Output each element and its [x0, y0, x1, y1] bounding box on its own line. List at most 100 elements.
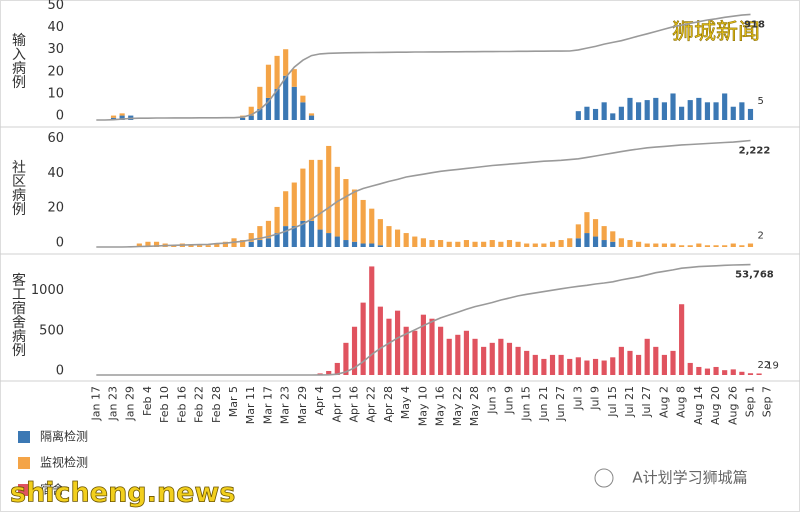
bar — [618, 238, 624, 247]
x-tick-label: Jun 3 — [485, 386, 498, 415]
bar — [412, 236, 418, 247]
bar — [713, 245, 719, 247]
bar — [265, 238, 272, 247]
bar — [463, 240, 470, 247]
y-tick-label: 500 — [39, 323, 64, 338]
x-tick-label: Jun 27 — [554, 386, 567, 422]
x-tick-label: Jan 29 — [124, 386, 137, 421]
bar — [326, 233, 332, 247]
bar — [747, 108, 754, 120]
bar — [394, 310, 401, 375]
x-tick-label: May 4 — [399, 386, 412, 419]
bar — [592, 358, 599, 375]
bar — [644, 338, 650, 375]
bar — [308, 159, 315, 221]
bar — [696, 97, 702, 120]
x-tick-label: May 10 — [416, 386, 429, 426]
bar — [153, 241, 160, 247]
bar — [110, 115, 117, 118]
bar — [300, 102, 306, 120]
x-tick-label: Jan 17 — [89, 386, 102, 421]
value-label: 22 — [757, 360, 770, 371]
bar — [455, 334, 461, 375]
x-tick-label: Jul 21 — [623, 386, 636, 418]
bar — [265, 220, 272, 239]
y-tick-label: 40 — [47, 166, 64, 181]
bar — [420, 238, 426, 247]
bar — [739, 102, 745, 120]
y-tick-label: 60 — [47, 131, 64, 146]
bar — [145, 241, 151, 247]
x-tick-label: Apr 22 — [365, 386, 378, 423]
bar — [575, 357, 581, 375]
bar — [584, 360, 590, 375]
x-tick-label: Apr 16 — [348, 386, 361, 423]
bar — [360, 302, 366, 375]
bar — [265, 64, 272, 98]
bar — [429, 240, 435, 247]
bar — [274, 89, 280, 120]
bar — [498, 338, 504, 375]
bar — [257, 108, 263, 120]
bar — [343, 179, 349, 241]
y-axis-title: 客工宿舍病例 — [10, 272, 26, 358]
bar — [653, 346, 659, 375]
bar — [549, 354, 556, 375]
bar — [403, 326, 409, 375]
cumulative-line — [96, 263, 751, 376]
bar — [377, 219, 383, 246]
bar — [722, 93, 728, 120]
cumulative-line — [96, 13, 751, 121]
y-tick-label: 40 — [47, 20, 64, 35]
bar — [188, 245, 194, 247]
value-label: 2 — [757, 231, 763, 242]
bar — [197, 245, 203, 247]
bar — [601, 226, 607, 241]
x-tick-label: Jul 27 — [640, 386, 653, 418]
bar — [549, 241, 556, 247]
bar — [584, 106, 590, 120]
bar — [205, 245, 211, 247]
bar — [429, 318, 435, 375]
value-label: 5 — [757, 96, 763, 107]
bar — [704, 102, 711, 120]
bar — [636, 241, 642, 247]
bar — [360, 243, 366, 247]
bar — [653, 243, 659, 247]
y-tick-label: 0 — [56, 109, 64, 124]
bar — [515, 241, 521, 247]
bar — [283, 49, 289, 76]
bar — [265, 97, 272, 120]
x-tick-label: Feb 28 — [210, 386, 223, 423]
bar — [696, 366, 702, 375]
bar — [661, 243, 667, 247]
y-tick-label: 0 — [56, 364, 64, 379]
bar — [343, 240, 349, 247]
x-tick-label: Aug 14 — [692, 386, 705, 425]
cumulative-line — [96, 139, 751, 248]
bar — [739, 245, 745, 247]
bar — [222, 241, 228, 247]
x-tick-label: Aug 26 — [726, 386, 739, 425]
value-label: 2,222 — [739, 146, 771, 157]
bar — [214, 243, 220, 247]
bar — [575, 111, 581, 120]
bar — [438, 326, 444, 375]
bar — [240, 117, 246, 120]
value-label: 19 — [766, 360, 779, 371]
bar — [334, 362, 340, 375]
x-tick-label: Jun 21 — [537, 386, 550, 422]
x-tick-label: Jul 9 — [589, 386, 602, 411]
bar — [274, 55, 280, 90]
bar — [627, 240, 633, 247]
x-tick-label: Apr 4 — [313, 386, 326, 416]
bar — [248, 241, 254, 247]
y-tick-label: 20 — [47, 201, 64, 216]
bar — [730, 369, 736, 375]
bar — [455, 241, 461, 247]
bar — [575, 238, 581, 247]
bar — [300, 168, 306, 221]
bar — [558, 354, 564, 375]
